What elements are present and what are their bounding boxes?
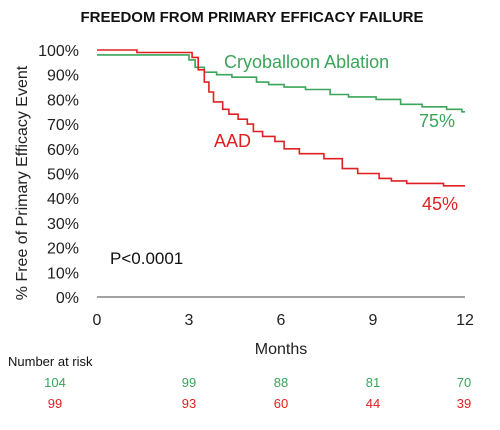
y-axis-label: % Free of Primary Efficacy Event [14,65,31,300]
series-label-cryoballoon: Cryoballoon Ablation [224,52,389,72]
end-value-label-aad: 45% [422,194,458,214]
y-tick-label: 70% [47,117,79,134]
curve-cryoballoon [97,54,465,113]
y-tick-label: 100% [38,43,79,60]
curve-aad [97,49,465,187]
y-tick-label: 10% [47,265,79,282]
x-tick-label: 9 [369,312,378,329]
p-value-annotation: P<0.0001 [110,249,183,268]
y-tick-label: 80% [47,92,79,109]
risk-cell-aad: 93 [182,396,196,411]
y-tick-label: 0% [56,290,79,307]
end-value-label-cryoballoon: 75% [419,111,455,131]
y-tick-labels: 0% 10% 20% 30% 40% 50% 60% 70% 80% 90% 100% [38,43,79,307]
x-tick-label: 0 [93,312,102,329]
risk-table-title: Number at risk [8,354,93,369]
x-tick-labels: 0 3 6 9 12 [93,312,474,329]
survival-curves: Cryoballoon Ablation 75% AAD 45% [97,49,465,214]
y-tick-label: 60% [47,142,79,159]
y-tick-label: 50% [47,167,79,184]
risk-cell-cryoballoon: 70 [457,375,471,390]
risk-cell-aad: 39 [457,396,471,411]
risk-cell-cryoballoon: 104 [44,375,66,390]
x-tick-label: 3 [185,312,194,329]
x-tick-label: 6 [277,312,286,329]
series-label-aad: AAD [214,131,251,151]
y-tick-label: 40% [47,191,79,208]
risk-cell-aad: 44 [366,396,380,411]
y-tick-label: 30% [47,216,79,233]
x-axis-label: Months [255,341,307,358]
risk-cell-cryoballoon: 88 [274,375,288,390]
risk-table: 104 99 88 81 70 99 93 60 44 39 [44,375,471,411]
y-tick-label: 90% [47,68,79,85]
y-tick-label: 20% [47,241,79,258]
risk-cell-cryoballoon: 81 [366,375,380,390]
risk-cell-cryoballoon: 99 [182,375,196,390]
risk-cell-aad: 99 [48,396,62,411]
x-tick-label: 12 [456,312,474,329]
risk-cell-aad: 60 [274,396,288,411]
chart-title: FREEDOM FROM PRIMARY EFFICACY FAILURE [80,9,423,26]
